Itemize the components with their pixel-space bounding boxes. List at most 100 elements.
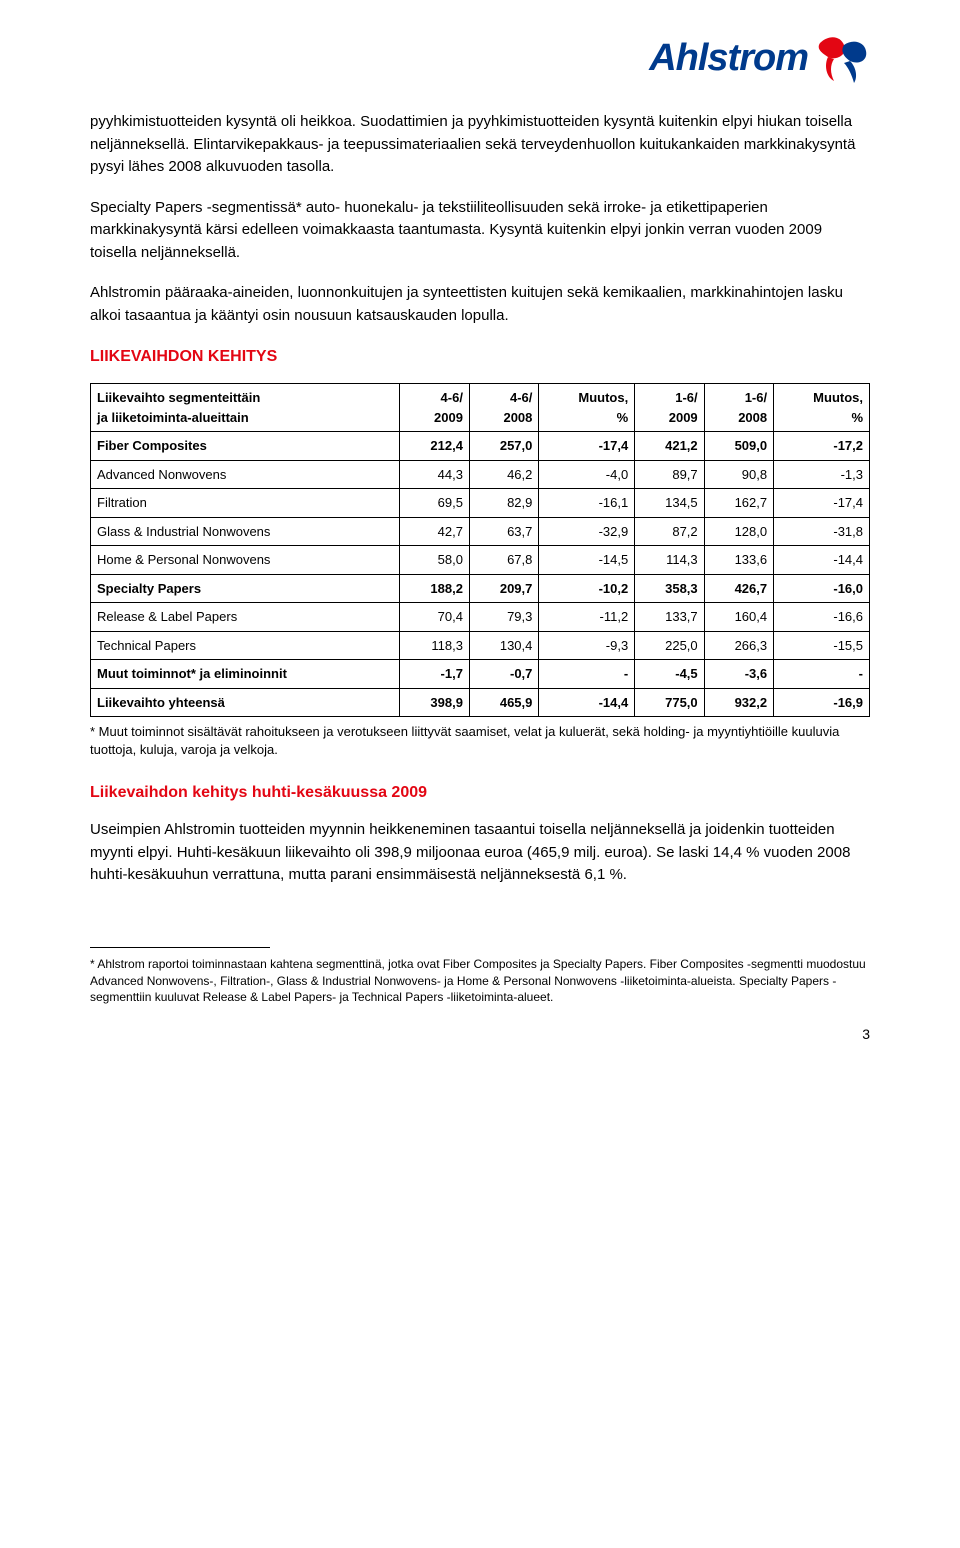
table-row: Liikevaihto yhteensä398,9465,9-14,4775,0…	[91, 688, 870, 717]
table-cell: 67,8	[469, 546, 538, 575]
page-number: 3	[90, 1024, 870, 1045]
table-cell: Fiber Composites	[91, 432, 400, 461]
header-line: 2009	[434, 410, 463, 425]
table-cell: Muut toiminnot* ja eliminoinnit	[91, 660, 400, 689]
table-cell: 358,3	[635, 574, 704, 603]
table-cell: 46,2	[469, 460, 538, 489]
table-header-cell: Muutos, %	[539, 384, 635, 432]
body-paragraph: Ahlstromin pääraaka-aineiden, luonnonkui…	[90, 282, 870, 327]
table-cell: -32,9	[539, 517, 635, 546]
table-cell: -14,4	[774, 546, 870, 575]
table-cell: 130,4	[469, 631, 538, 660]
header-line: 2008	[738, 410, 767, 425]
logo-area: Ahlstrom	[90, 30, 870, 87]
table-cell: -16,9	[774, 688, 870, 717]
table-cell: 257,0	[469, 432, 538, 461]
table-cell: 42,7	[400, 517, 469, 546]
header-line: Muutos,	[813, 390, 863, 405]
table-cell: -31,8	[774, 517, 870, 546]
table-cell: 44,3	[400, 460, 469, 489]
ribbon-icon	[814, 33, 870, 85]
table-cell: 775,0	[635, 688, 704, 717]
table-cell: Specialty Papers	[91, 574, 400, 603]
table-cell: -14,4	[539, 688, 635, 717]
section-heading: LIIKEVAIHDON KEHITYS	[90, 345, 870, 369]
table-cell: -3,6	[704, 660, 773, 689]
table-row: Muut toiminnot* ja eliminoinnit-1,7-0,7-…	[91, 660, 870, 689]
header-line: 1-6/	[745, 390, 767, 405]
table-cell: 133,6	[704, 546, 773, 575]
table-cell: Liikevaihto yhteensä	[91, 688, 400, 717]
table-cell: 266,3	[704, 631, 773, 660]
table-cell: 133,7	[635, 603, 704, 632]
table-header-cell: Liikevaihto segmenteittäin ja liiketoimi…	[91, 384, 400, 432]
table-cell: 63,7	[469, 517, 538, 546]
table-cell: 225,0	[635, 631, 704, 660]
table-cell: 70,4	[400, 603, 469, 632]
table-cell: 69,5	[400, 489, 469, 518]
table-cell: 114,3	[635, 546, 704, 575]
table-cell: -17,4	[774, 489, 870, 518]
table-cell: 209,7	[469, 574, 538, 603]
table-cell: -4,5	[635, 660, 704, 689]
header-line: 2009	[669, 410, 698, 425]
table-cell: -17,2	[774, 432, 870, 461]
table-cell: Technical Papers	[91, 631, 400, 660]
header-line: ja liiketoiminta-alueittain	[97, 410, 249, 425]
table-cell: -14,5	[539, 546, 635, 575]
table-cell: 128,0	[704, 517, 773, 546]
table-header-cell: 4-6/ 2008	[469, 384, 538, 432]
table-cell: -	[539, 660, 635, 689]
body-paragraph: Specialty Papers -segmentissä* auto- huo…	[90, 197, 870, 265]
table-cell: 398,9	[400, 688, 469, 717]
table-row: Advanced Nonwovens44,346,2-4,089,790,8-1…	[91, 460, 870, 489]
table-cell: 160,4	[704, 603, 773, 632]
header-line: 1-6/	[675, 390, 697, 405]
table-cell: 134,5	[635, 489, 704, 518]
table-cell: -1,3	[774, 460, 870, 489]
header-line: %	[617, 410, 629, 425]
table-header-cell: 1-6/ 2009	[635, 384, 704, 432]
table-cell: -11,2	[539, 603, 635, 632]
table-cell: 465,9	[469, 688, 538, 717]
table-cell: 118,3	[400, 631, 469, 660]
table-cell: -16,0	[774, 574, 870, 603]
table-cell: -4,0	[539, 460, 635, 489]
table-cell: -16,1	[539, 489, 635, 518]
header-line: 2008	[503, 410, 532, 425]
table-row: Specialty Papers188,2209,7-10,2358,3426,…	[91, 574, 870, 603]
table-cell: -15,5	[774, 631, 870, 660]
table-cell: 188,2	[400, 574, 469, 603]
revenue-table: Liikevaihto segmenteittäin ja liiketoimi…	[90, 383, 870, 717]
table-header-cell: Muutos, %	[774, 384, 870, 432]
table-cell: 58,0	[400, 546, 469, 575]
table-cell: 79,3	[469, 603, 538, 632]
table-cell: -16,6	[774, 603, 870, 632]
table-cell: -10,2	[539, 574, 635, 603]
table-cell: 932,2	[704, 688, 773, 717]
table-cell: 89,7	[635, 460, 704, 489]
table-cell: 509,0	[704, 432, 773, 461]
header-line: Liikevaihto segmenteittäin	[97, 390, 260, 405]
table-header-cell: 4-6/ 2009	[400, 384, 469, 432]
sub-heading: Liikevaihdon kehitys huhti-kesäkuussa 20…	[90, 781, 870, 805]
header-line: 4-6/	[441, 390, 463, 405]
table-cell: -17,4	[539, 432, 635, 461]
table-cell: -1,7	[400, 660, 469, 689]
logo-text: Ahlstrom	[649, 30, 808, 87]
logo: Ahlstrom	[649, 30, 870, 87]
table-cell: 212,4	[400, 432, 469, 461]
table-cell: 162,7	[704, 489, 773, 518]
table-cell: Home & Personal Nonwovens	[91, 546, 400, 575]
table-cell: -9,3	[539, 631, 635, 660]
table-cell: -0,7	[469, 660, 538, 689]
table-header-row: Liikevaihto segmenteittäin ja liiketoimi…	[91, 384, 870, 432]
table-header-cell: 1-6/ 2008	[704, 384, 773, 432]
table-row: Home & Personal Nonwovens58,067,8-14,511…	[91, 546, 870, 575]
table-cell: Advanced Nonwovens	[91, 460, 400, 489]
table-row: Technical Papers118,3130,4-9,3225,0266,3…	[91, 631, 870, 660]
header-line: Muutos,	[578, 390, 628, 405]
table-cell: Glass & Industrial Nonwovens	[91, 517, 400, 546]
table-cell: Release & Label Papers	[91, 603, 400, 632]
page-footnote: * Ahlstrom raportoi toiminnastaan kahten…	[90, 956, 870, 1006]
